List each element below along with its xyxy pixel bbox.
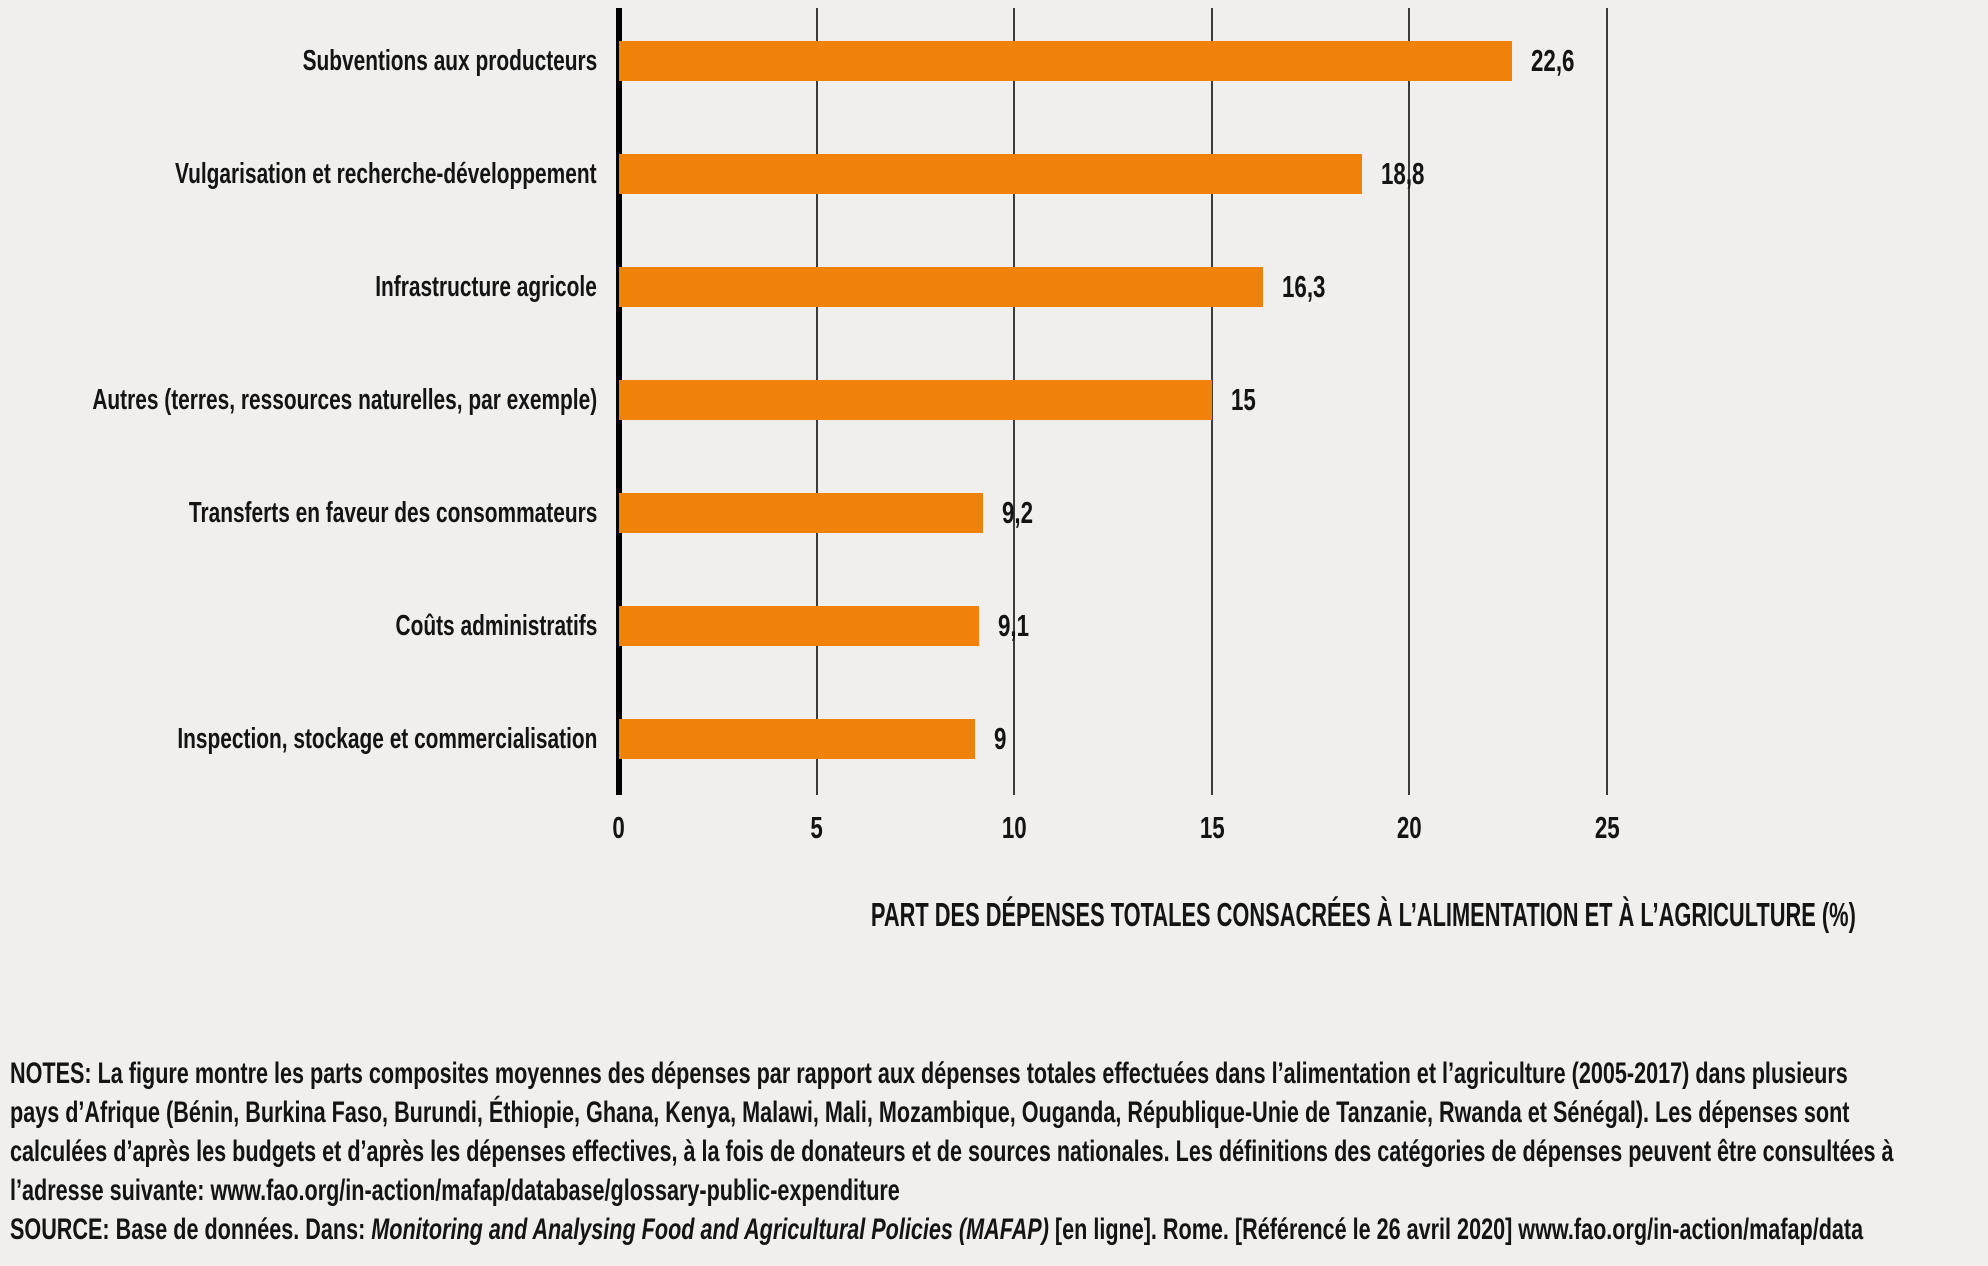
source-text: SOURCE: Base de données. Dans: Monitorin… — [10, 1213, 1863, 1247]
bar — [619, 719, 975, 759]
notes-text: calculées d’après les budgets et d’après… — [10, 1134, 1894, 1168]
category-label: Subventions aux producteurs — [0, 41, 597, 81]
notes-line: NOTES: La figure montre les parts compos… — [10, 1054, 1988, 1093]
x-tick-label: 20 — [1364, 810, 1454, 850]
plot-area: 22,6 18,8 16,3 15 9,2 9,1 9 — [616, 8, 1608, 795]
bar-value-text: 16,3 — [1282, 269, 1326, 304]
x-tick-text: 10 — [1001, 810, 1027, 845]
bar-value-text: 15 — [1230, 382, 1256, 417]
x-tick-text: 15 — [1199, 810, 1225, 845]
bar-value-label: 9,2 — [1002, 493, 1045, 533]
bar — [619, 154, 1362, 194]
gridline-x-20 — [1408, 8, 1411, 795]
gridline-x-15 — [1210, 8, 1213, 795]
x-tick-text: 20 — [1396, 810, 1422, 845]
notes-text: NOTES: La figure montre les parts compos… — [10, 1056, 1848, 1090]
category-label-text: Autres (terres, ressources naturelles, p… — [92, 383, 597, 416]
category-label-text: Vulgarisation et recherche-développement — [175, 157, 597, 190]
notes-text: pays d’Afrique (Bénin, Burkina Faso, Bur… — [10, 1095, 1850, 1129]
x-axis-title: PART DES DÉPENSES TOTALES CONSACRÉES À L… — [870, 896, 1856, 933]
bar — [619, 267, 1264, 307]
bar — [619, 606, 979, 646]
x-tick-label: 15 — [1167, 810, 1257, 850]
category-label: Infrastructure agricole — [0, 267, 597, 307]
x-tick-label: 25 — [1562, 810, 1652, 850]
x-axis-title-row: PART DES DÉPENSES TOTALES CONSACRÉES À L… — [619, 896, 1856, 938]
bar-value-text: 9,1 — [997, 608, 1029, 643]
x-tick-label: 0 — [574, 810, 664, 850]
bar — [619, 493, 983, 533]
notes-line: l’adresse suivante: www.fao.org/in-actio… — [10, 1171, 1246, 1210]
bar-value-label: 22,6 — [1531, 41, 1591, 81]
notes-url: l’adresse suivante: www.fao.org/in-actio… — [10, 1173, 900, 1207]
bar-value-text: 9,2 — [1001, 495, 1033, 530]
bar-value-text: 22,6 — [1531, 43, 1575, 78]
category-label: Autres (terres, ressources naturelles, p… — [0, 380, 597, 420]
category-label-text: Infrastructure agricole — [375, 270, 597, 303]
bar-value-label: 15 — [1231, 380, 1265, 420]
notes-line: calculées d’après les budgets et d’après… — [10, 1132, 1988, 1171]
source-line: SOURCE: Base de données. Dans: Monitorin… — [10, 1210, 1988, 1249]
source-suffix: [en ligne]. Rome. [Référencé le 26 avril… — [1048, 1212, 1864, 1246]
x-tick-label: 10 — [969, 810, 1059, 850]
category-label: Transferts en faveur des consommateurs — [0, 493, 597, 533]
category-label-text: Subventions aux producteurs — [302, 44, 597, 77]
category-label: Inspection, stockage et commercialisatio… — [0, 719, 597, 759]
source-prefix: SOURCE: Base de données. Dans: — [10, 1212, 372, 1246]
x-tick-text: 25 — [1594, 810, 1620, 845]
bar-value-text: 18,8 — [1380, 156, 1425, 191]
x-tick-label: 5 — [772, 810, 862, 850]
category-label: Vulgarisation et recherche-développement — [0, 154, 597, 194]
bar — [619, 380, 1212, 420]
source-reference-italic: Monitoring and Analysing Food and Agricu… — [371, 1212, 1049, 1246]
category-label: Coûts administratifs — [0, 606, 597, 646]
x-tick-text: 0 — [612, 810, 626, 845]
category-label-text: Inspection, stockage et commercialisatio… — [176, 722, 597, 755]
bar-value-label: 18,8 — [1381, 154, 1441, 194]
gridline-x-25 — [1606, 8, 1608, 795]
category-label-text: Coûts administratifs — [395, 609, 597, 642]
bar-value-label: 9,1 — [998, 606, 1041, 646]
bar-value-label: 9 — [994, 719, 1011, 759]
bar-value-label: 16,3 — [1282, 267, 1342, 307]
bar — [619, 41, 1513, 81]
notes-line: pays d’Afrique (Bénin, Burkina Faso, Bur… — [10, 1093, 1988, 1132]
x-tick-text: 5 — [810, 810, 823, 845]
bar-value-text: 9 — [993, 721, 1007, 756]
category-label-text: Transferts en faveur des consommateurs — [188, 496, 597, 529]
